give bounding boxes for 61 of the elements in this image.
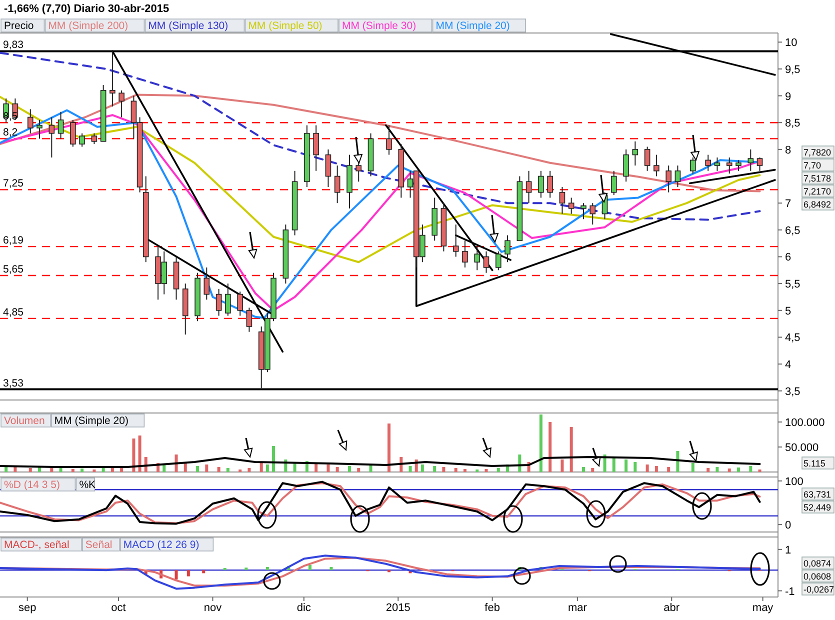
y-tick-label: 6,5 xyxy=(785,224,800,237)
y-tick-label: 7 xyxy=(785,198,792,210)
ref-line-label: 3,53 xyxy=(3,377,24,390)
y-tick-label: 3,5 xyxy=(785,386,800,398)
text: MM (Simple 20) xyxy=(436,20,510,32)
text: 7,2170 xyxy=(804,186,832,196)
ref-line-label: 8,2 xyxy=(3,126,18,139)
text: MM (Simple 20) xyxy=(54,415,129,427)
x-tick-label: mar xyxy=(568,602,588,614)
x-tick-label: feb xyxy=(484,602,500,614)
ref-line-label: 7,25 xyxy=(3,178,24,190)
text: MM (Simple 200) xyxy=(48,20,128,32)
series-label: %D (14 3 5) xyxy=(4,479,60,491)
y-tick-label: 10 xyxy=(785,37,798,50)
y-tick-label: 4,5 xyxy=(785,332,800,344)
y-tick-label: 5,5 xyxy=(785,278,800,291)
x-tick-label: 2015 xyxy=(386,602,410,614)
text: 0,0874 xyxy=(804,558,832,568)
text: 52,449 xyxy=(804,502,832,512)
x-tick-label: abr xyxy=(664,602,680,614)
ref-line-label: 5,65 xyxy=(3,264,24,276)
series-label: MACD (12 26 9) xyxy=(123,539,200,551)
text: MM (Simple 30) xyxy=(342,20,416,32)
y-tick-label: -1 xyxy=(785,586,795,598)
y-tick-label: 5 xyxy=(785,305,792,318)
series-label: Señal xyxy=(85,539,112,551)
y-tick-label: 100.000 xyxy=(785,417,825,429)
chart-title: -1,66% (7,70) Diario 30-abr-2015 xyxy=(4,3,170,15)
y-tick-label: 6 xyxy=(785,252,792,264)
ref-line-label: 6,19 xyxy=(3,234,24,247)
y-tick-label: 100 xyxy=(785,476,804,488)
text: 63,731 xyxy=(804,490,832,500)
x-tick-label: dic xyxy=(296,602,312,614)
y-tick-label: 50.000 xyxy=(785,442,819,454)
y-tick-label: 4 xyxy=(785,359,792,372)
x-tick-label: nov xyxy=(204,602,222,614)
text: 5.115 xyxy=(804,458,826,468)
text: MACD-, señal xyxy=(4,539,70,551)
ref-line-label: 9,83 xyxy=(3,39,24,52)
y-tick-label: 8,5 xyxy=(785,118,800,130)
text: Volumen xyxy=(4,415,46,427)
legend-title: Precio xyxy=(4,20,34,32)
ref-line-label: 8,5 xyxy=(3,110,18,123)
text: 7,5178 xyxy=(804,174,832,184)
text: 0,0608 xyxy=(804,572,832,582)
text: 6,8492 xyxy=(804,200,832,210)
series-label: %K xyxy=(79,479,96,491)
x-tick-label: oct xyxy=(111,602,126,614)
text: MM (Simple 50) xyxy=(248,20,322,32)
y-tick-label: 8 xyxy=(785,144,792,156)
y-tick-label: 9 xyxy=(785,90,792,103)
text: 7,70 xyxy=(804,160,822,170)
text: MM (Simple 130) xyxy=(148,20,228,32)
y-tick-label: 0 xyxy=(785,520,792,532)
y-tick-label: 9,5 xyxy=(785,64,800,76)
text: 7,7820 xyxy=(804,148,832,158)
ref-line-label: 4,85 xyxy=(3,306,24,318)
y-tick-label: 1 xyxy=(785,544,792,556)
x-tick-label: may xyxy=(752,602,774,614)
text: -0,0267 xyxy=(804,584,834,594)
x-tick-label: sep xyxy=(18,602,36,614)
